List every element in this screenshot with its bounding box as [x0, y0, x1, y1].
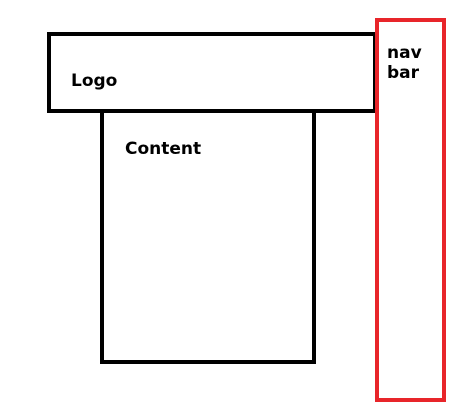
logo-header-box: Logo — [47, 32, 377, 113]
navbar-label-line1: nav — [387, 43, 422, 63]
content-label: Content — [125, 139, 202, 159]
navbar-label: nav bar — [387, 43, 422, 83]
navbar-label-line2: bar — [387, 63, 420, 83]
content-box: Content — [100, 113, 316, 364]
navbar-box: nav bar — [375, 18, 446, 402]
logo-label: Logo — [71, 71, 118, 91]
